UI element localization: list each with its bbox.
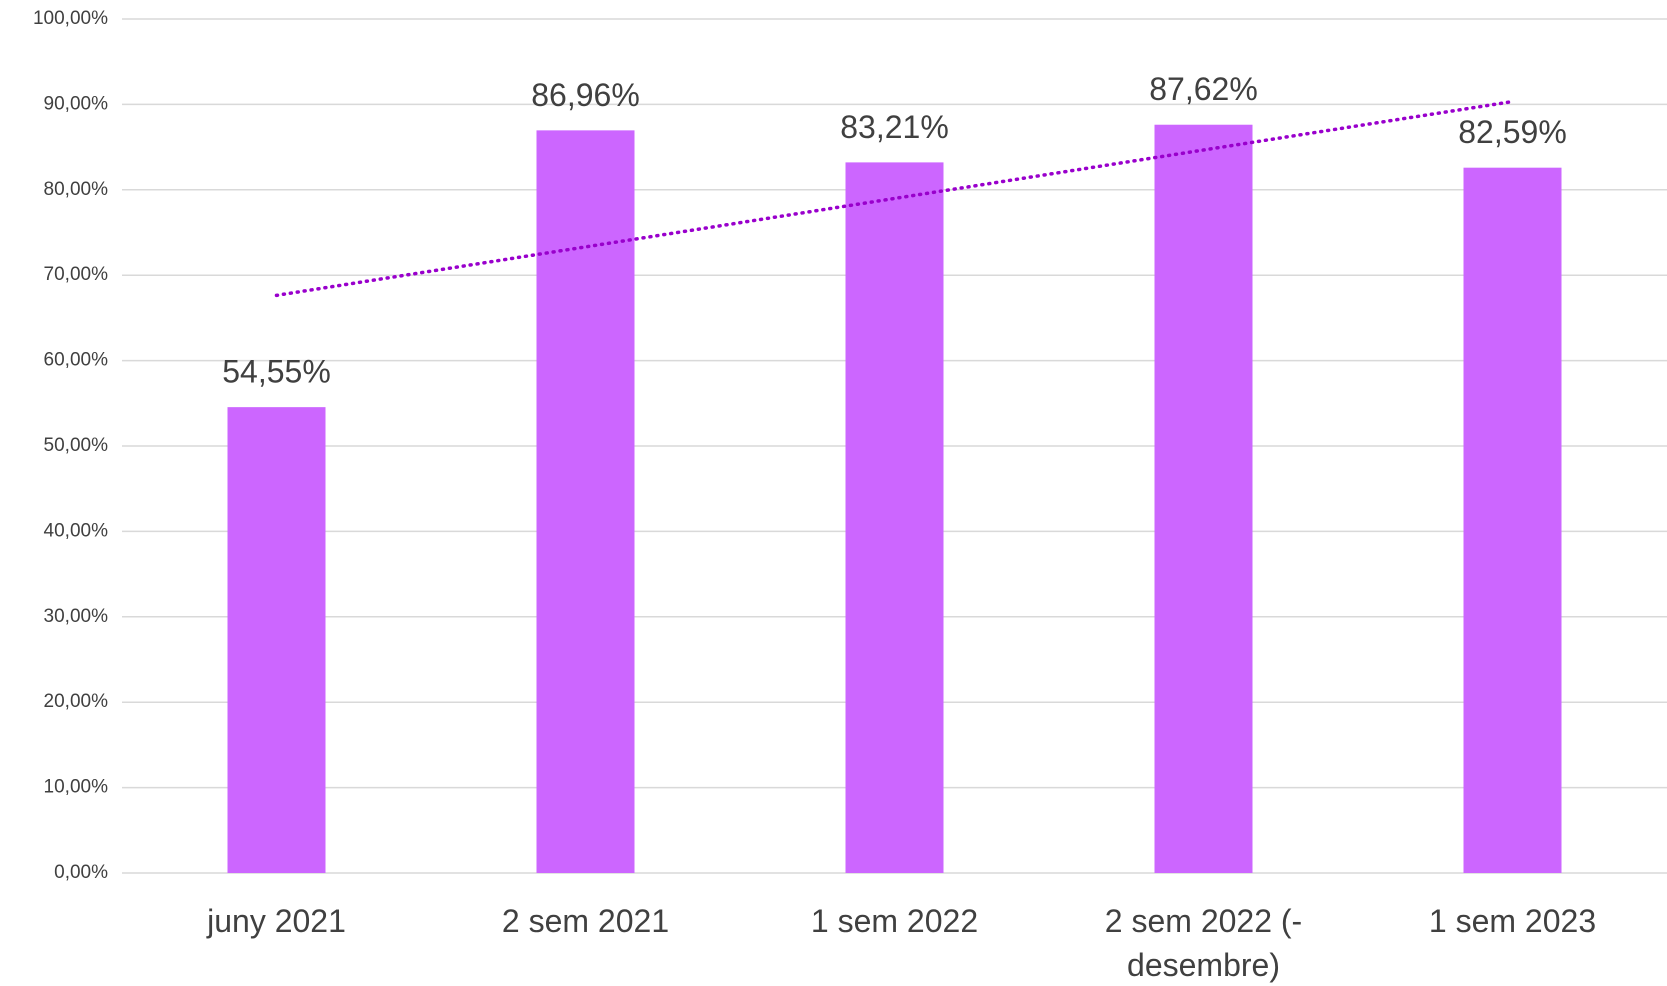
bar (536, 130, 635, 874)
x-tick-label: juny 2021 (207, 903, 346, 939)
y-tick-label: 80,00% (44, 179, 109, 200)
value-label: 87,62% (1149, 71, 1258, 107)
value-label: 54,55% (222, 354, 331, 390)
y-tick-label: 100,00% (33, 8, 108, 29)
y-tick-label: 70,00% (44, 264, 109, 285)
x-tick-label: 1 sem 2023 (1428, 903, 1597, 939)
trendline (274, 99, 1515, 298)
value-label: 82,59% (1458, 114, 1567, 150)
x-tick-label: 2 sem 2022 (- desembre) (1104, 903, 1303, 983)
x-tick-label: 2 sem 2021 (501, 903, 670, 939)
y-tick-label: 90,00% (44, 93, 109, 114)
y-tick-label: 60,00% (44, 350, 109, 371)
y-tick-label: 40,00% (44, 520, 109, 541)
bar (1463, 167, 1562, 873)
bar (845, 162, 944, 873)
y-tick-label: 10,00% (44, 777, 109, 798)
y-tick-label: 30,00% (44, 606, 109, 627)
y-tick-label: 20,00% (44, 691, 109, 712)
bar (1154, 124, 1253, 873)
y-tick-label: 0,00% (54, 862, 108, 883)
value-label: 86,96% (531, 77, 640, 113)
x-tick-label: 1 sem 2022 (810, 903, 979, 939)
bar (227, 407, 326, 873)
value-label: 83,21% (840, 109, 949, 145)
y-tick-label: 50,00% (44, 435, 109, 456)
